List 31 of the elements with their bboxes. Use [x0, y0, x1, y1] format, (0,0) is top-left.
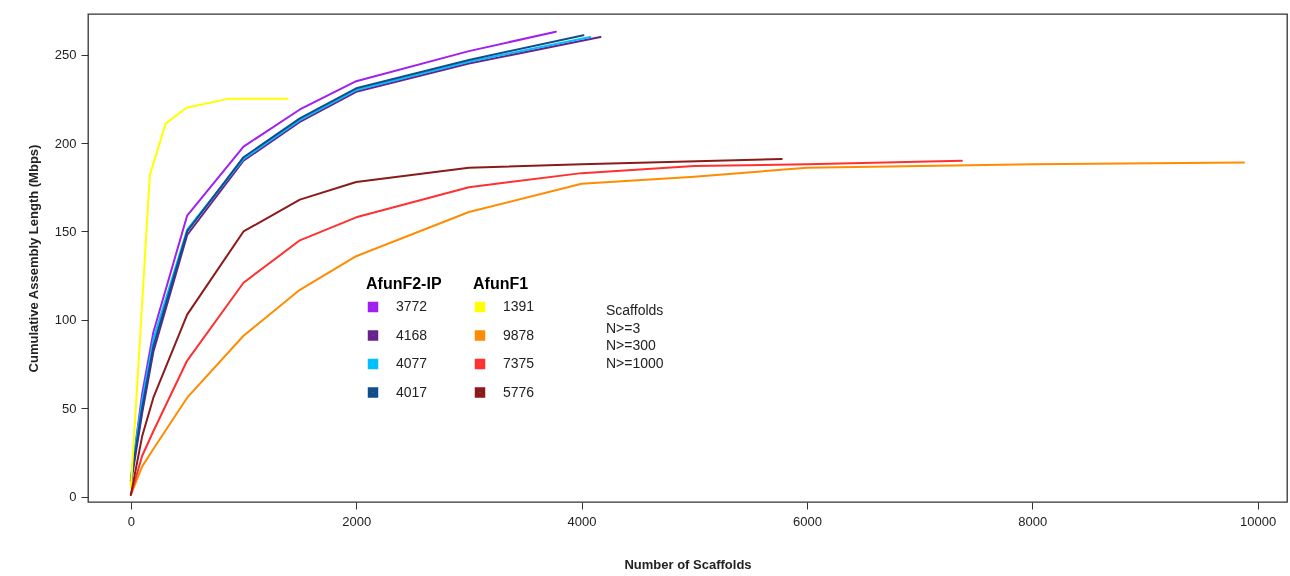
legend-label: 5776	[503, 383, 535, 400]
y-axis-title: Cumulative Assembly Length (Mbps)	[25, 144, 41, 373]
x-tick-label: 0	[127, 513, 135, 529]
y-tick-label: 200	[54, 135, 77, 151]
line-series	[129, 97, 289, 489]
y-tick-label: 150	[54, 223, 77, 239]
x-tick-label: 10000	[1240, 513, 1277, 529]
line-series	[129, 159, 963, 496]
annotation: AfunF1	[473, 275, 529, 292]
legend-label: 4077	[396, 355, 428, 371]
legend-label: 7375	[503, 355, 535, 371]
annotation: N>=1000	[606, 354, 664, 371]
annotation: N>=3	[606, 319, 641, 336]
y-tick-label: 0	[69, 489, 77, 505]
annotation: AfunF2-IP	[366, 275, 442, 292]
line-series	[129, 157, 783, 496]
annotation: N>=300	[606, 337, 657, 354]
legend-label: 3772	[396, 298, 428, 314]
legend-label: 1391	[503, 298, 535, 314]
y-tick-label: 250	[54, 47, 77, 63]
x-tick-label: 2000	[342, 513, 372, 529]
x-tick-label: 4000	[567, 513, 597, 529]
y-tick-label: 50	[62, 400, 77, 416]
x-tick-label: 8000	[1018, 513, 1048, 529]
legend-label: 4168	[396, 326, 428, 343]
legend-label: 9878	[503, 326, 535, 343]
annotation: Scaffolds	[606, 302, 664, 318]
x-axis-title: Number of Scaffolds	[624, 556, 752, 572]
legend-label: 4017	[396, 383, 428, 400]
x-tick-label: 6000	[792, 513, 822, 529]
y-tick-label: 100	[54, 312, 77, 328]
